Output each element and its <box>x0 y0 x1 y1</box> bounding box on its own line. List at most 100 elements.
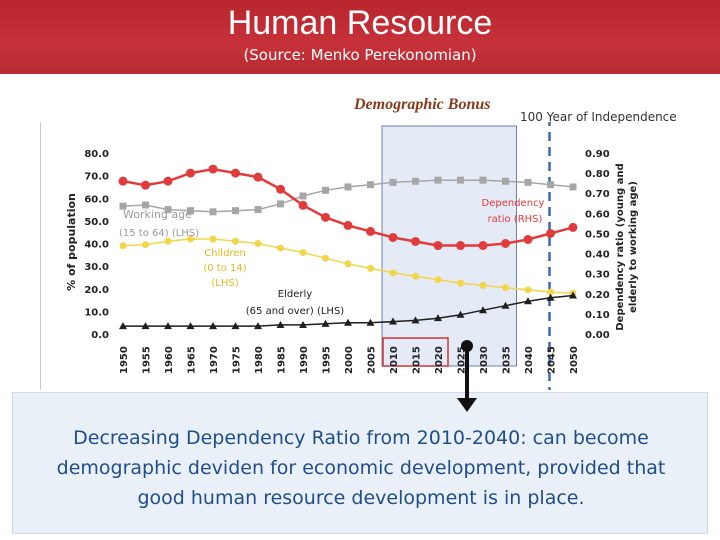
callout-line-1: Decreasing Dependency Ratio from 2010-20… <box>73 427 649 449</box>
population-chart: 0.0 10.0 20.0 30.0 40.0 50.0 60.0 70.0 80.0 0.00 0… <box>65 122 639 390</box>
y-tick-label: 50.0 <box>84 217 109 228</box>
title-banner: Human Resource (Source: Menko Perekonomi… <box>0 0 720 74</box>
data-point-circle <box>164 237 172 245</box>
data-point-triangle <box>524 297 532 305</box>
data-point-square <box>389 178 397 186</box>
x-tick-label: 2030 <box>479 346 490 374</box>
x-tick-label: 2040 <box>524 346 535 374</box>
data-point-circle <box>299 249 307 257</box>
data-point-circle <box>411 236 420 246</box>
y-tick-label: 70.0 <box>84 172 109 183</box>
data-point-circle <box>524 286 532 294</box>
data-point-circle <box>479 281 487 289</box>
data-point-circle <box>276 184 285 194</box>
data-point-circle <box>457 279 464 287</box>
slide-title: Human Resource <box>227 4 493 42</box>
data-point-triangle <box>209 322 217 330</box>
data-point-circle <box>456 241 465 251</box>
y2-tick-label: 0.30 <box>585 270 610 281</box>
callout-text: Decreasing Dependency Ratio from 2010-20… <box>13 423 709 513</box>
data-point-triangle <box>456 310 465 318</box>
data-point-square <box>479 176 487 184</box>
data-point-circle <box>277 244 284 252</box>
data-point-triangle <box>344 318 352 326</box>
dependency-label-1: Dependency <box>482 198 545 209</box>
data-point-triangle <box>389 317 397 325</box>
y2-tick-label: 0.40 <box>585 250 610 261</box>
independence-year-label: 100 Year of Independence <box>520 110 677 124</box>
data-point-circle <box>366 226 375 236</box>
y2-axis-title-line-1: Dependency ratio (young and <box>615 163 626 330</box>
working-age-label-2: (15 to 64) (LHS) <box>119 228 199 239</box>
elderly-label-1: Elderly <box>278 289 312 300</box>
y2-tick-label: 0.80 <box>585 169 610 180</box>
data-point-circle <box>298 200 308 210</box>
x-tick-label: 2000 <box>344 346 355 374</box>
data-point-square <box>254 206 262 214</box>
data-point-square <box>344 183 352 191</box>
x-tick-label: 2050 <box>569 346 580 374</box>
x-tick-label: 2035 <box>502 346 513 374</box>
y2-tick-label: 0.90 <box>585 149 610 160</box>
data-point-circle <box>343 220 353 230</box>
x-tick-label: 1965 <box>187 346 198 374</box>
data-point-triangle <box>119 322 127 330</box>
data-point-circle <box>142 241 149 249</box>
data-point-triangle <box>501 301 510 309</box>
data-point-triangle <box>546 293 555 301</box>
data-point-triangle <box>141 322 150 330</box>
data-point-square <box>277 200 284 208</box>
elderly-label-2: (65 and over) (LHS) <box>246 306 345 317</box>
data-point-square <box>209 208 217 216</box>
data-point-circle <box>322 254 329 262</box>
data-point-circle <box>478 241 488 251</box>
data-point-circle <box>321 212 330 222</box>
y2-tick-label: 0.10 <box>585 310 610 321</box>
x-tick-label: 2025 <box>457 346 468 374</box>
year-highlight-box <box>382 337 449 367</box>
data-point-circle <box>568 222 578 232</box>
data-point-circle <box>523 234 533 244</box>
data-point-square <box>434 176 442 184</box>
callout-box: Decreasing Dependency Ratio from 2010-20… <box>12 392 708 534</box>
x-tick-label: 2005 <box>367 346 378 374</box>
x-tick-label: 1950 <box>119 346 130 374</box>
data-point-circle <box>502 284 509 292</box>
children-label-3: (LHS) <box>211 278 238 289</box>
data-point-square <box>299 192 307 200</box>
data-point-square <box>569 183 577 191</box>
x-tick-label: 1985 <box>277 346 288 374</box>
x-tick-label: 2020 <box>434 346 445 374</box>
y-tick-label: 30.0 <box>84 262 109 273</box>
data-point-circle <box>344 260 352 268</box>
y-axis-title: % of population <box>65 193 78 291</box>
y2-tick-label: 0.50 <box>585 229 610 240</box>
data-point-square <box>187 207 194 215</box>
y-tick-label: 40.0 <box>84 240 109 251</box>
data-point-circle <box>501 239 510 248</box>
data-point-circle <box>253 172 263 182</box>
x-tick-label: 2010 <box>389 346 400 374</box>
data-point-triangle <box>299 320 307 328</box>
y2-tick-label: 0.00 <box>585 330 610 341</box>
y2-tick-label: 0.20 <box>585 290 610 301</box>
data-point-triangle <box>434 314 442 322</box>
y-tick-label: 80.0 <box>84 149 109 160</box>
data-point-triangle <box>321 319 330 327</box>
y2-tick-label: 0.70 <box>585 189 610 200</box>
x-tick-label: 1990 <box>299 346 310 374</box>
data-point-circle <box>209 235 217 243</box>
children-label-1: Children <box>204 248 246 259</box>
y-tick-label: 10.0 <box>84 307 109 318</box>
working-age-label-1: Working age <box>123 208 192 221</box>
data-point-triangle <box>164 322 172 330</box>
slide-subtitle: (Source: Menko Perekonomian) <box>243 46 477 64</box>
y-tick-label: 20.0 <box>84 285 109 296</box>
x-tick-label: 1975 <box>232 346 243 374</box>
data-point-circle <box>254 240 262 247</box>
x-tick-label: 2045 <box>547 346 558 374</box>
data-point-triangle <box>254 322 262 330</box>
x-tick-label: 1970 <box>209 346 220 374</box>
y2-axis-title-line-2: elderly to working age) <box>628 181 639 313</box>
children-label-2: (0 to 14) <box>203 263 246 274</box>
